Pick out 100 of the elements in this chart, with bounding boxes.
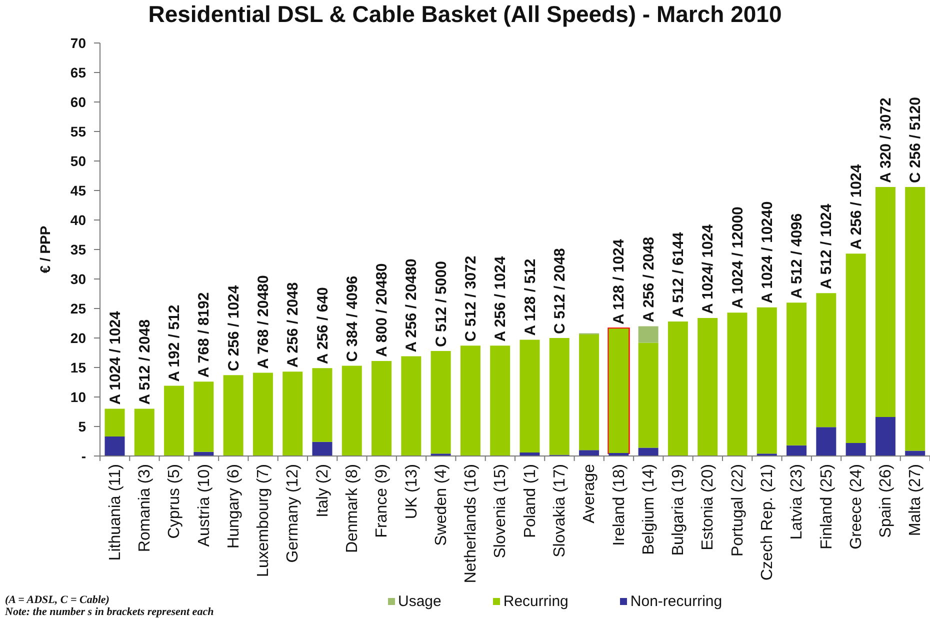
bar bbox=[104, 408, 125, 437]
annotation: A 320 / 3072 bbox=[877, 98, 894, 183]
x-tick-label: Portugal (22) bbox=[728, 464, 746, 556]
annotation: A 192 / 512 bbox=[166, 304, 183, 382]
bar bbox=[579, 334, 600, 450]
bar bbox=[786, 445, 807, 456]
bar bbox=[460, 346, 480, 456]
y-tick-label: 15 bbox=[70, 359, 86, 376]
x-tick-label: Czech Rep. (21) bbox=[758, 464, 776, 580]
annotation: A 128 / 512 bbox=[521, 258, 538, 336]
y-tick-label: 50 bbox=[70, 152, 86, 169]
y-axis-title: € / PPP bbox=[37, 226, 53, 274]
bar bbox=[549, 338, 570, 455]
bar bbox=[638, 448, 658, 456]
y-tick-label: 10 bbox=[70, 388, 86, 405]
y-tick-label: 60 bbox=[70, 94, 86, 110]
legend-label: Recurring bbox=[503, 593, 568, 610]
y-tick-label: 55 bbox=[70, 123, 86, 140]
legend-label: Non-recurring bbox=[630, 593, 722, 610]
y-tick-label: 65 bbox=[70, 64, 86, 80]
x-tick-label: Lithuania (11) bbox=[106, 464, 124, 561]
annotation: A 512 / 6144 bbox=[670, 231, 687, 318]
annotation: C 256 / 1024 bbox=[224, 284, 242, 372]
annotation: A 512 / 4096 bbox=[788, 213, 806, 299]
bar bbox=[727, 312, 748, 456]
bar bbox=[875, 186, 896, 418]
bar bbox=[312, 442, 332, 456]
chart-title: Residential DSL & Cable Basket (All Speeds) - March 2010 bbox=[147, 1, 783, 28]
bar bbox=[875, 417, 896, 456]
bar bbox=[430, 350, 451, 454]
annotation: C 512 / 2048 bbox=[550, 248, 568, 334]
x-tick-label: Germany (12) bbox=[284, 464, 302, 563]
y-tick-label: 40 bbox=[70, 212, 86, 228]
y-tick-label: 20 bbox=[70, 330, 86, 346]
bar bbox=[134, 408, 154, 456]
bar bbox=[668, 321, 688, 456]
x-tick-label: Belgium (14) bbox=[640, 464, 657, 555]
annotation: A 1024 / 1024 bbox=[106, 310, 124, 405]
annotation: A 128 / 1024 bbox=[610, 238, 628, 325]
bar bbox=[164, 386, 184, 456]
annotation: A 1024/ 1024 bbox=[699, 224, 716, 314]
bar bbox=[104, 436, 125, 456]
annotation: A 256 / 20480 bbox=[402, 258, 420, 352]
y-tick-label: 45 bbox=[70, 182, 86, 198]
x-tick-label: Slovenia (15) bbox=[492, 464, 509, 558]
annotation: A 256 / 640 bbox=[314, 287, 331, 364]
x-tick-label: Romania (3) bbox=[136, 464, 153, 552]
y-tick-label: 70 bbox=[70, 34, 86, 51]
x-tick-label: Slovakia (17) bbox=[550, 464, 568, 558]
bar bbox=[638, 342, 658, 448]
annotation: C 512 / 5000 bbox=[432, 261, 450, 347]
annotation: A 768 / 8192 bbox=[195, 292, 212, 378]
annotation: C 384 / 4096 bbox=[343, 276, 360, 362]
x-tick-label: Hungary (6) bbox=[224, 464, 242, 548]
bar bbox=[846, 254, 866, 444]
x-tick-label: Netherlands (16) bbox=[462, 464, 480, 584]
bar bbox=[252, 372, 273, 456]
bar bbox=[520, 340, 540, 452]
annotation: C 256 / 5120 bbox=[906, 97, 924, 183]
bar bbox=[312, 368, 332, 442]
x-tick-label: Luxembourg (7) bbox=[254, 464, 272, 577]
bar bbox=[282, 372, 303, 456]
bar bbox=[579, 450, 600, 456]
y-tick-label: 30 bbox=[70, 270, 86, 287]
y-tick-label: 5 bbox=[78, 418, 86, 434]
annotation: A 512 / 1024 bbox=[818, 203, 835, 290]
bar bbox=[401, 356, 422, 456]
text: (A = ADSL, C = Cable) bbox=[5, 594, 110, 606]
annotation: A 768 / 20480 bbox=[254, 275, 272, 369]
text: Note: the number s in brackets represent each bbox=[5, 606, 214, 618]
bar bbox=[905, 450, 926, 456]
x-tick-label: Sweden (4) bbox=[432, 464, 450, 546]
x-tick-label: Denmark (8) bbox=[343, 464, 360, 553]
annotation: A 256 / 1024 bbox=[492, 256, 509, 342]
bar bbox=[490, 346, 510, 456]
annotation: A 800 / 20480 bbox=[373, 263, 390, 358]
bar bbox=[846, 443, 866, 456]
y-tick-label: 35 bbox=[70, 241, 86, 258]
bar bbox=[638, 326, 658, 343]
bar bbox=[698, 318, 718, 456]
x-tick-label: Bulgaria (19) bbox=[670, 464, 687, 556]
bar bbox=[223, 375, 244, 456]
x-tick-label: Greece (24) bbox=[847, 464, 864, 550]
annotation: C 512 / 3072 bbox=[462, 256, 480, 342]
x-tick-label: Poland (1) bbox=[521, 464, 538, 538]
bar bbox=[194, 382, 214, 452]
x-tick-label: UK (13) bbox=[402, 464, 420, 520]
x-tick-label: Ireland (18) bbox=[610, 464, 628, 546]
bar bbox=[816, 427, 836, 456]
bar bbox=[756, 307, 777, 454]
x-tick-label: Spain (26) bbox=[877, 464, 894, 538]
annotation: A 1024 / 12000 bbox=[728, 206, 746, 309]
annotation: A 512 / 2048 bbox=[136, 319, 153, 405]
bar bbox=[816, 293, 836, 428]
annotation: A 256 / 2048 bbox=[640, 236, 657, 322]
x-tick-label: Average bbox=[580, 464, 598, 524]
x-tick-label: Cyprus (5) bbox=[166, 464, 183, 539]
x-tick-label: Malta (27) bbox=[906, 464, 924, 536]
annotation: A 1024 / 10240 bbox=[758, 201, 776, 304]
legend-label: Usage bbox=[398, 593, 442, 610]
